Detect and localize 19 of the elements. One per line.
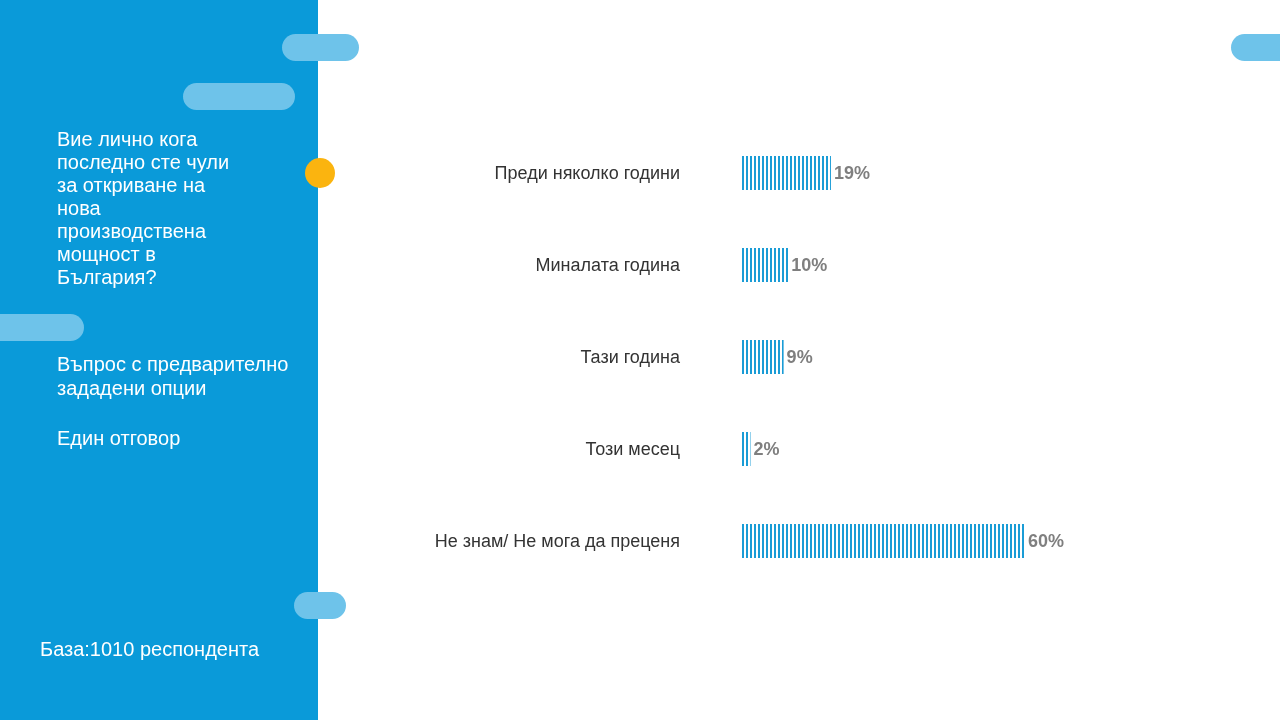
- data-label: 9%: [786, 347, 813, 367]
- bar: [741, 339, 784, 375]
- data-label: 10%: [791, 255, 828, 275]
- text: Един отговор: [57, 427, 181, 450]
- data-label: 60%: [1028, 531, 1065, 551]
- y-tick-label: Не знам/ Не мога да преценя: [434, 531, 680, 552]
- data-label: 2%: [753, 439, 780, 459]
- data-label: 19%: [833, 163, 870, 183]
- bar: [741, 247, 789, 283]
- text: Въпрос с предварително зададени опции: [57, 352, 290, 400]
- bar: [741, 523, 1026, 559]
- bar: [741, 155, 831, 191]
- text: База:1010 респондента: [40, 638, 260, 661]
- y-tick-label: Този месец: [585, 439, 680, 460]
- y-tick-label: Тази година: [580, 347, 681, 368]
- text: Вие лично кога последно сте чули за откриване на нова производствена мощност в България?: [57, 128, 231, 289]
- bar: [741, 431, 751, 467]
- y-tick-label: Миналата година: [535, 255, 681, 276]
- y-tick-label: Преди няколко години: [494, 163, 680, 184]
